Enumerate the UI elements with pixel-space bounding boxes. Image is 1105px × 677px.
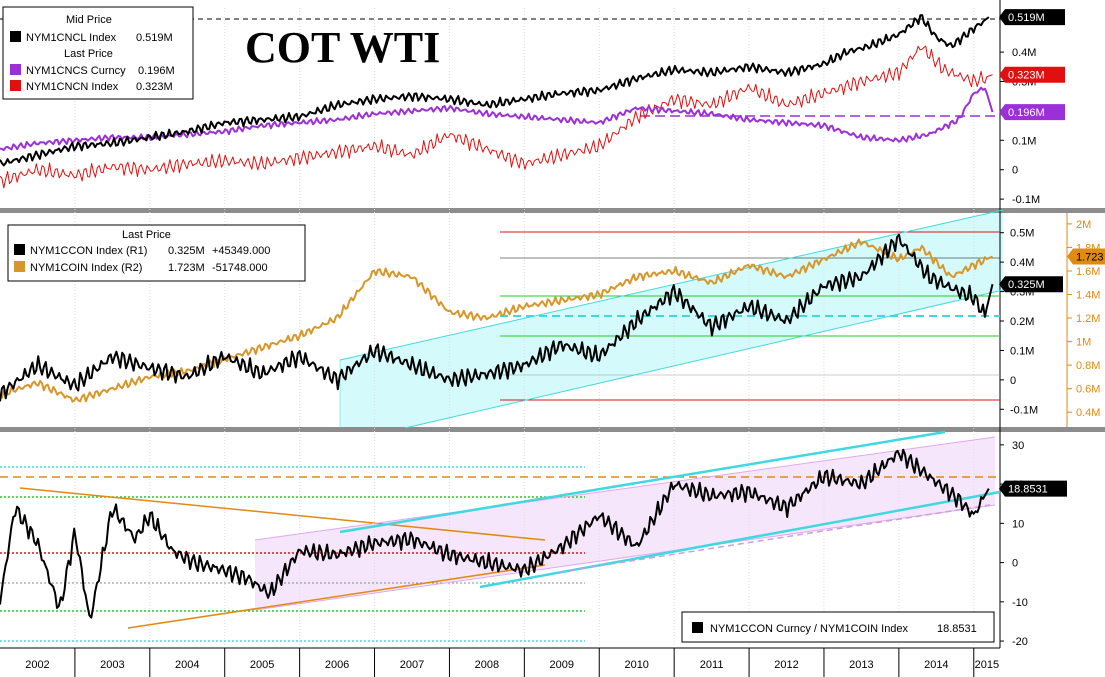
top-y-tick-label: 0.1M (1012, 135, 1036, 147)
legend-label-ccon: NYM1CCON Index (R1) (30, 245, 147, 257)
pink-trend-channel (255, 437, 995, 610)
year-label: 2010 (624, 659, 648, 671)
year-label: 2007 (400, 659, 424, 671)
legend-bottom: NYM1CCON Curncy / NYM1COIN Index 18.8531 (681, 611, 995, 643)
mid-r1-tick-label: 0.4M (1010, 257, 1034, 269)
legend-middle-heading: Last Price (122, 229, 171, 241)
year-label: 2005 (250, 659, 274, 671)
year-label: 2014 (924, 659, 948, 671)
bot-purple-dashed (559, 504, 991, 573)
mid-r2-tick-label: 0.8M (1076, 360, 1100, 372)
year-label: 2004 (175, 659, 199, 671)
series-line-cncn (0, 45, 993, 189)
mid-r2-tick-label: 0.4M (1076, 407, 1100, 419)
mid-r2-tick-label: 0.6M (1076, 384, 1100, 396)
legend-value-ratio: 18.8531 (937, 623, 977, 635)
legend-top-heading-mid: Mid Price (66, 14, 112, 26)
year-label: 2011 (700, 659, 724, 671)
bot-orange-up-trend (127, 564, 546, 629)
legend-value-coin: 1.723M (168, 262, 205, 274)
mid-r1-tick-label: 0 (1010, 375, 1016, 387)
legend-value-cncn: 0.323M (136, 81, 173, 93)
legend-label-coin: NYM1COIN Index (R2) (30, 262, 142, 274)
bot-pink-channel-lower (254, 504, 996, 611)
series-line-cncl (0, 14, 990, 167)
year-label: 2002 (25, 659, 49, 671)
bot-y-tick-label: -20 (1012, 636, 1028, 648)
year-label: 2015 (975, 659, 999, 671)
mid-r1-tick-label: 0.2M (1010, 316, 1034, 328)
bot-y-tick-label: -10 (1012, 597, 1028, 609)
mid-r1-tick-label: -0.1M (1010, 404, 1038, 416)
bot-y-tick-label: 10 (1012, 518, 1024, 530)
legend-value-cncs: 0.196M (138, 65, 175, 77)
legend-label-cncl: NYM1CNCL Index (26, 32, 117, 44)
tag-ratio-bg (999, 480, 1067, 497)
tag-cncl: 0.519M (1008, 12, 1045, 24)
tag-coin-bg (1067, 248, 1105, 265)
reference-lines (0, 18, 1004, 642)
top-y-tick-label: -0.1M (1012, 194, 1040, 206)
bot-cyan-trend-upper (339, 430, 946, 534)
last-value-tags: 0.519M 0.323M 0.196M 1.723 0.325M 18.8531 (999, 9, 1105, 497)
year-label: 2003 (100, 659, 124, 671)
tag-ratio: 18.8531 (1008, 484, 1048, 496)
legend-label-cncn: NYM1CNCN Index (26, 81, 119, 93)
year-label: 2009 (550, 659, 574, 671)
top-y-tick-label: 0.4M (1012, 47, 1036, 59)
mid-r2-tick-label: 1.6M (1076, 266, 1100, 278)
tag-ccon-bg (999, 276, 1063, 293)
legend-swatch-ratio (692, 622, 703, 633)
tag-cncn: 0.323M (1008, 70, 1045, 82)
legend-value-cncl: 0.519M (136, 32, 173, 44)
tag-coin: 1.723 (1076, 251, 1104, 263)
legend-top: Mid Price NYM1CNCL Index 0.519M Last Pri… (2, 6, 194, 100)
bot-y-tick-label: 0 (1012, 558, 1018, 570)
year-label: 2012 (774, 659, 798, 671)
bot-y-tick-label: 30 (1012, 440, 1024, 452)
legend-value-ccon: 0.325M (168, 245, 205, 257)
legend-swatch-ccon (14, 244, 25, 255)
legend-change-ccon: +45349.000 (212, 245, 270, 257)
legend-swatch-cncs (10, 64, 21, 75)
mid-channel-lower (404, 289, 1004, 429)
legend-swatch-cncn (10, 80, 21, 91)
tag-cncl-bg (999, 9, 1065, 26)
bot-pink-channel-upper (254, 436, 996, 541)
mid-r2-tick-label: 1.4M (1076, 290, 1100, 302)
mid-channel-upper (339, 209, 1004, 361)
series-line-ccon (0, 233, 994, 402)
bot-cyan-trend-lower (479, 490, 1001, 589)
legend-top-heading-last: Last Price (64, 48, 113, 60)
x-axis-labels: 2002 2003 2004 2005 2006 2007 2008 2009 2010 2011… (25, 659, 999, 671)
legend-change-coin: -51748.000 (212, 262, 268, 274)
tag-cncn-bg (999, 66, 1065, 83)
mid-r2-tick-label: 2M (1076, 219, 1091, 231)
tag-ccon: 0.325M (1008, 279, 1045, 291)
legend-middle: Last Price NYM1CCON Index (R1) 0.325M +4… (7, 224, 306, 282)
tag-cncs-bg (999, 104, 1065, 121)
series-layer (0, 14, 994, 619)
legend-label-ratio: NYM1CCON Curncy / NYM1COIN Index (710, 623, 909, 635)
mid-r1-tick-label: 0.5M (1010, 228, 1034, 240)
legend-swatch-coin (14, 261, 25, 272)
year-label: 2006 (325, 659, 349, 671)
legend-swatch-cncl (10, 31, 21, 42)
tag-cncs: 0.196M (1008, 107, 1045, 119)
mid-r2-tick-label: 1M (1076, 337, 1091, 349)
mid-r2-tick-label: 1.2M (1076, 313, 1100, 325)
bot-orange-down-trend (19, 487, 546, 541)
chart-title: COT WTI (245, 23, 440, 72)
mid-r1-tick-label: 0.1M (1010, 345, 1034, 357)
series-line-coin (0, 238, 993, 403)
year-label: 2013 (849, 659, 873, 671)
legend-label-cncs: NYM1CNCS Curncy (26, 65, 126, 77)
series-line-ratio (0, 448, 990, 619)
year-gridlines (74, 8, 975, 677)
year-label: 2008 (475, 659, 499, 671)
top-y-tick-label: 0 (1012, 165, 1018, 177)
